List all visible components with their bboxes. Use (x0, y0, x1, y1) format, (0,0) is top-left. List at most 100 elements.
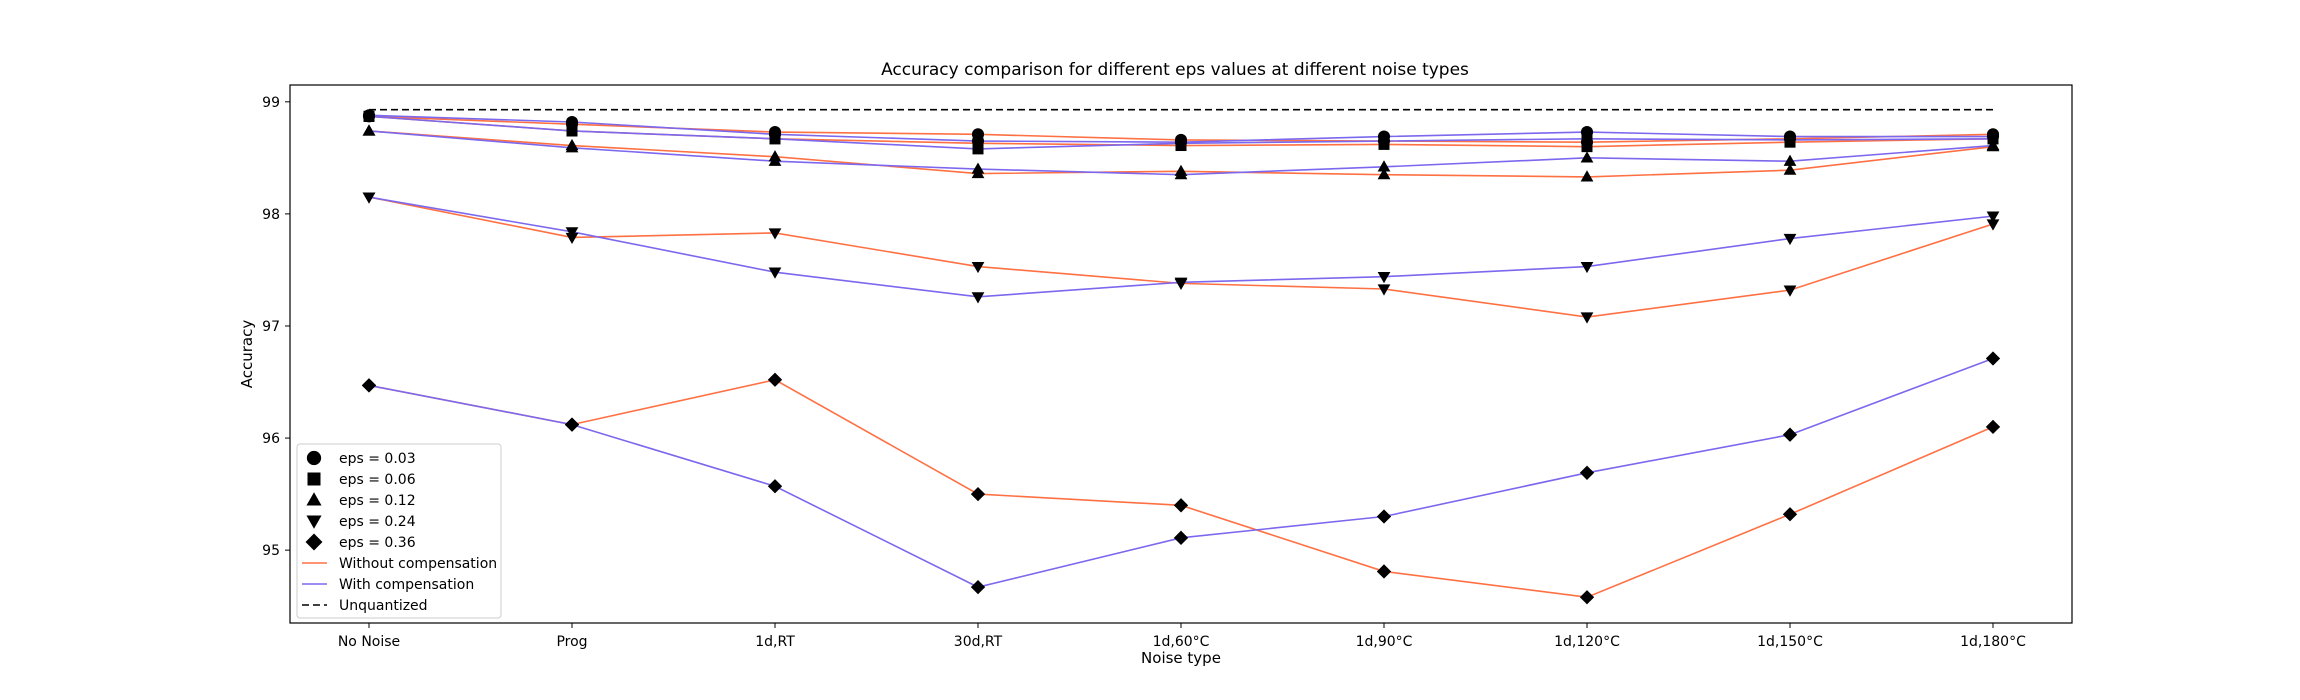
data-point-2-6 (1581, 141, 1593, 153)
legend-box (296, 443, 502, 619)
x-tick-label: 1d,RT (755, 634, 795, 650)
x-axis: No Noise Prog 1d,RT 30d,RT 1d,60°C 1d,90°C 1d,… (338, 623, 2026, 650)
data-point-5-2 (768, 154, 782, 166)
data-point-9-8 (1985, 351, 2001, 366)
data-point-5-7 (1783, 154, 1797, 166)
legend-label: Unquantized (339, 598, 428, 614)
data-point-5-8 (1986, 138, 2000, 151)
x-tick-label: 1d,120°C (1554, 634, 1620, 650)
y-axis: 95 96 97 98 99 (262, 95, 290, 559)
x-tick-label: No Noise (338, 634, 400, 650)
data-point-5-1 (565, 141, 579, 153)
data-point-5-4 (1174, 168, 1188, 180)
legend-item: eps = 0.12 (306, 492, 416, 509)
data-point-8-5 (1376, 564, 1392, 579)
data-point-4-5 (1377, 168, 1391, 180)
data-point-6-3 (971, 261, 985, 274)
y-tick-label: 96 (262, 431, 280, 447)
chart-title: Accuracy comparison for different eps va… (881, 60, 1469, 80)
data-point-3-4 (1175, 137, 1187, 149)
legend-marker (305, 533, 323, 551)
x-tick-label: 30d,RT (954, 634, 1003, 650)
data-point-8-8 (1985, 419, 2001, 435)
data-point-7-7 (1783, 233, 1797, 246)
data-point-3-6 (1581, 133, 1593, 145)
data-point-8-4 (1173, 498, 1189, 513)
data-point-6-6 (1580, 312, 1594, 324)
legend-marker (307, 472, 321, 486)
data-point-7-8 (1986, 211, 2000, 223)
legend-label: eps = 0.36 (339, 535, 416, 551)
legend-item: eps = 0.06 (307, 472, 416, 488)
legend-label: Without compensation (339, 556, 497, 572)
data-point-9-1 (564, 417, 580, 432)
data-point-6-8 (1986, 219, 2000, 231)
y-tick-label: 97 (262, 319, 280, 335)
data-point-3-8 (1987, 133, 1999, 145)
x-tick-label: 1d,150°C (1757, 634, 1823, 650)
data-point-7-0 (362, 192, 376, 204)
series-line-9 (368, 357, 1994, 588)
data-point-6-5 (1377, 284, 1391, 296)
data-point-8-6 (1579, 590, 1595, 605)
data-point-7-6 (1580, 261, 1594, 274)
legend-item: eps = 0.36 (305, 533, 416, 551)
legend-item: eps = 0.24 (306, 514, 416, 530)
legend-marker (306, 515, 322, 529)
data-point-7-1 (565, 227, 579, 239)
data-point-5-0 (362, 124, 376, 136)
y-axis-label: Accuracy (238, 320, 256, 389)
x-tick-label: 1d,60°C (1153, 634, 1210, 650)
legend-marker (306, 492, 322, 506)
series-line-8 (368, 378, 1994, 599)
data-point-8-3 (970, 486, 986, 502)
data-point-9-3 (970, 579, 986, 595)
legend-label: With compensation (339, 577, 474, 593)
data-point-7-2 (768, 267, 782, 279)
data-point-7-3 (971, 292, 985, 304)
data-point-1-1 (565, 115, 579, 129)
data-point-3-5 (1378, 135, 1390, 147)
data-point-5-5 (1377, 160, 1391, 172)
legend-label: eps = 0.24 (339, 514, 416, 530)
data-point-2-3 (972, 137, 984, 149)
data-point-8-7 (1782, 507, 1798, 522)
x-tick-label: Prog (556, 634, 587, 650)
legend-marker (306, 450, 322, 466)
legend-item: Without compensation (302, 556, 497, 572)
legend-label: eps = 0.03 (339, 451, 416, 467)
data-point-5-3 (971, 162, 985, 174)
data-point-3-3 (972, 143, 984, 155)
legend-item: With compensation (302, 577, 474, 593)
data-point-7-5 (1377, 272, 1391, 284)
data-point-4-7 (1783, 163, 1797, 175)
legend-label: eps = 0.06 (339, 472, 416, 488)
x-tick-label: 1d,180°C (1960, 634, 2026, 650)
y-tick-label: 99 (262, 95, 280, 111)
data-point-6-7 (1783, 285, 1797, 297)
data-point-9-7 (1782, 427, 1798, 442)
y-tick-label: 98 (262, 207, 280, 223)
data-point-3-1 (566, 125, 578, 137)
series-line-6 (368, 196, 1994, 318)
x-tick-label: 1d,90°C (1356, 634, 1413, 650)
data-point-7-4 (1174, 277, 1188, 289)
data-point-3-2 (769, 133, 781, 145)
data-point-9-6 (1579, 465, 1595, 480)
x-axis-label: Noise type (1141, 649, 1221, 667)
legend-item: eps = 0.03 (306, 450, 416, 467)
y-tick-label: 95 (262, 543, 280, 559)
data-point-9-5 (1376, 509, 1392, 524)
series-markers (361, 109, 2001, 605)
legend-label: eps = 0.12 (339, 493, 416, 509)
data-point-6-2 (768, 228, 782, 240)
series-lines (368, 108, 1994, 599)
data-point-3-7 (1784, 134, 1796, 146)
data-point-9-4 (1173, 530, 1189, 545)
data-point-8-2 (767, 372, 783, 387)
data-point-3-0 (363, 110, 375, 122)
data-point-9-2 (767, 479, 783, 494)
data-point-5-6 (1580, 151, 1594, 163)
data-point-9-0 (361, 378, 377, 393)
